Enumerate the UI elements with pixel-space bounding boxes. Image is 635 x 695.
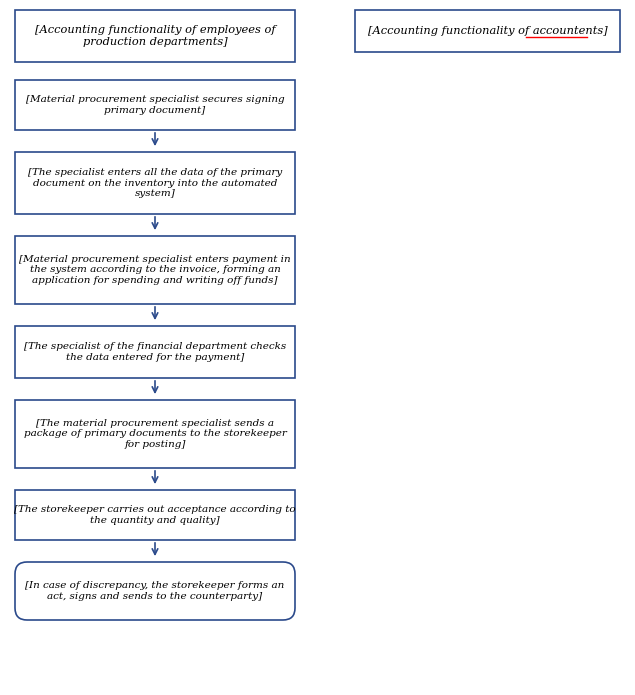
FancyBboxPatch shape	[15, 562, 295, 620]
Text: [Accounting functionality of employees of
production departments]: [Accounting functionality of employees o…	[35, 25, 276, 47]
Bar	[355, 10, 620, 52]
Text: [The material procurement specialist sends a
package of primary documents to the: [The material procurement specialist sen…	[23, 419, 286, 449]
Text: [In case of discrepancy, the storekeeper forms an
act, signs and sends to the co: [In case of discrepancy, the storekeeper…	[25, 581, 284, 600]
Bar	[15, 490, 295, 540]
Text: [The specialist enters all the data of the primary
document on the inventory int: [The specialist enters all the data of t…	[28, 168, 282, 198]
Text: [Material procurement specialist enters payment in
the system according to the i: [Material procurement specialist enters …	[19, 255, 291, 285]
Bar	[15, 152, 295, 214]
Text: [Accounting functionality of accountents]: [Accounting functionality of accountents…	[368, 26, 607, 36]
Bar	[15, 236, 295, 304]
Bar	[15, 10, 295, 62]
Bar	[15, 326, 295, 378]
Text: [The specialist of the financial department checks
the data entered for the paym: [The specialist of the financial departm…	[24, 343, 286, 361]
Text: [Material procurement specialist secures signing
primary document]: [Material procurement specialist secures…	[25, 95, 284, 115]
Bar	[15, 400, 295, 468]
Bar	[15, 80, 295, 130]
Text: [The storekeeper carries out acceptance according to
the quantity and quality]: [The storekeeper carries out acceptance …	[14, 505, 296, 525]
